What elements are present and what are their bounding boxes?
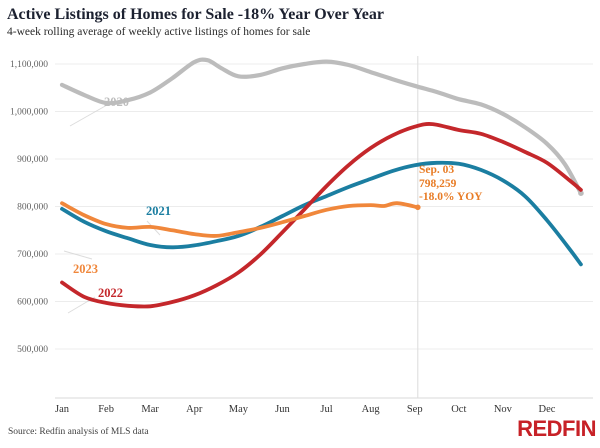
label-leader-line <box>69 104 108 127</box>
x-axis-tick-label: Apr <box>186 404 203 415</box>
y-axis-tick-label: 500,000 <box>17 345 48 355</box>
series-line-2020 <box>59 57 583 196</box>
source-note: Source: Redfin analysis of MLS data <box>8 427 149 437</box>
series-label-2022: 2022 <box>98 286 123 300</box>
x-axis-tick-label: Feb <box>98 404 114 415</box>
y-axis-tick-label: 700,000 <box>17 250 48 260</box>
x-axis-tick-label: May <box>229 404 249 415</box>
y-axis-tick-label: 1,100,000 <box>10 60 48 70</box>
y-axis-tick-label: 900,000 <box>17 155 48 165</box>
label-leader-line <box>63 250 93 260</box>
x-axis-tick-label: Jul <box>320 404 332 415</box>
x-axis-tick-label: Dec <box>539 404 556 415</box>
y-axis-tick-label: 600,000 <box>17 298 48 308</box>
series-line-2022 <box>60 122 583 309</box>
series-line-2023 <box>60 201 420 238</box>
y-axis-tick-label: 800,000 <box>17 203 48 213</box>
annotation-value: 798,259 <box>419 177 457 190</box>
series-endpoint-dot-2023 <box>415 204 421 211</box>
series-line-2021 <box>60 160 583 267</box>
x-axis-tick-label: Sep <box>407 404 423 415</box>
latest-point-annotation: Sep. 03 798,259 -18.0% YOY <box>419 164 482 205</box>
annotation-date: Sep. 03 <box>419 164 455 176</box>
series-label-2020: 2020 <box>104 95 129 109</box>
x-axis-tick-label: Mar <box>141 404 159 415</box>
x-axis-tick-label: Aug <box>362 404 381 415</box>
x-axis-tick-label: Jun <box>275 404 290 415</box>
series-endpoint-dot-2020 <box>578 190 584 196</box>
chart-subtitle: 4-week rolling average of weekly active … <box>7 26 311 38</box>
y-axis-tick-label: 1,000,000 <box>10 108 48 118</box>
series-label-2023: 2023 <box>73 262 98 276</box>
chart-title: Active Listings of Homes for Sale -18% Y… <box>7 6 384 23</box>
annotation-yoy-change: -18.0% YOY <box>419 191 483 203</box>
x-axis-tick-label: Nov <box>494 404 513 415</box>
series-label-2021: 2021 <box>146 204 171 218</box>
redfin-logo: REDFIN <box>517 416 596 441</box>
x-axis-tick-label: Oct <box>451 404 466 415</box>
x-axis-tick-label: Jan <box>55 404 70 415</box>
